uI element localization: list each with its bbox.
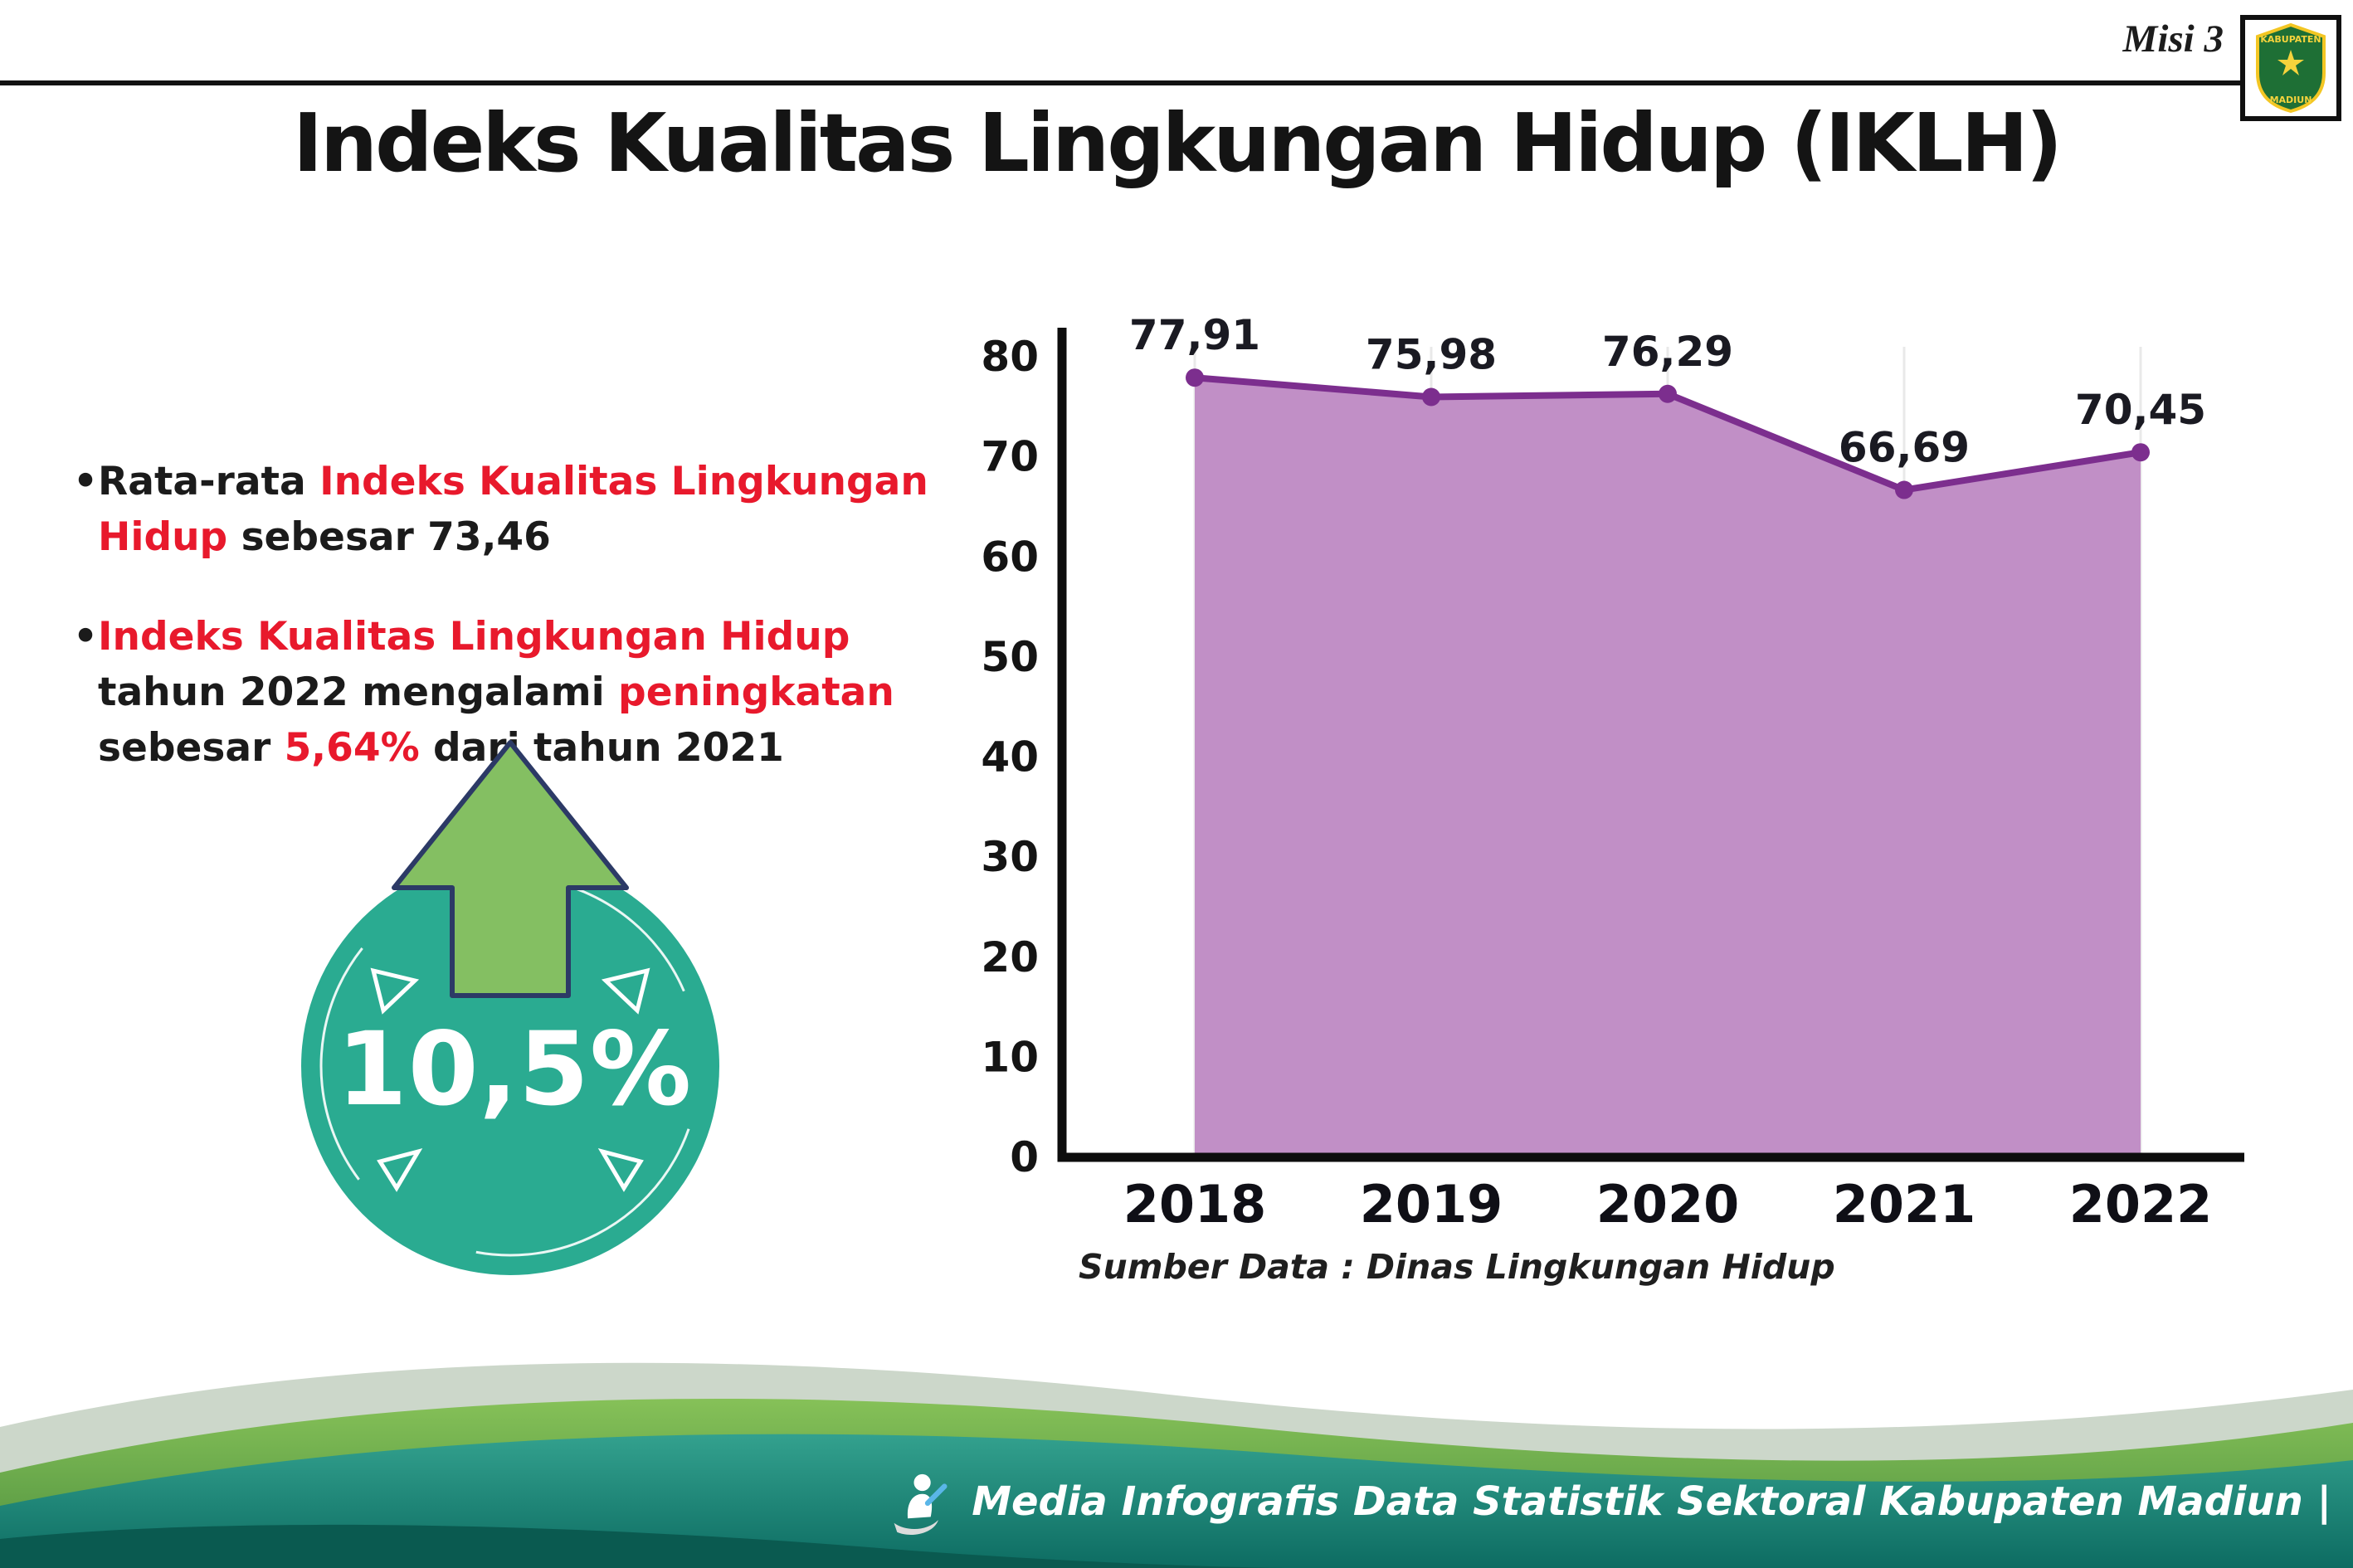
svg-text:75,98: 75,98 <box>1366 330 1497 378</box>
chart-area <box>1195 377 2141 1157</box>
bullet-text-segment: tahun 2022 mengalami <box>98 670 619 716</box>
svg-text:2022: 2022 <box>2069 1174 2213 1234</box>
y-axis-labels: 0 10 20 30 40 50 60 70 80 <box>981 333 1039 1181</box>
up-arrow-icon <box>392 740 629 998</box>
footer-wave: Media Infografis Data Statistik Sektoral… <box>0 1327 2353 1568</box>
svg-text:77,91: 77,91 <box>1129 311 1260 359</box>
value-labels: 77,91 75,98 76,29 66,69 70,45 <box>1129 311 2206 471</box>
bullet-text-segment: sebesar <box>98 724 285 771</box>
svg-text:70,45: 70,45 <box>2075 386 2206 434</box>
svg-text:20: 20 <box>981 933 1039 981</box>
svg-text:66,69: 66,69 <box>1839 424 1970 472</box>
footer-credit-row: Media Infografis Data Statistik Sektoral… <box>880 1463 2331 1540</box>
svg-text:40: 40 <box>981 733 1039 782</box>
increase-badge <box>249 730 780 1327</box>
svg-text:2019: 2019 <box>1360 1174 1503 1234</box>
bullet-text-segment: • <box>73 459 99 504</box>
writer-icon <box>880 1463 957 1540</box>
triangle-decoration <box>377 1148 423 1192</box>
bullet-text-segment: peningkatan <box>618 670 894 716</box>
logo-bottom-text: MADIUN <box>2270 95 2312 105</box>
svg-text:2021: 2021 <box>1833 1174 1976 1234</box>
key-points: •Rata-rata Indeks Kualitas Lingkungan Hi… <box>73 455 936 821</box>
svg-text:10: 10 <box>981 1033 1039 1081</box>
svg-text:80: 80 <box>981 333 1039 381</box>
wave-dark-accent <box>0 1524 1294 1568</box>
svg-text:0: 0 <box>1010 1133 1039 1181</box>
crest-icon: KABUPATEN MADIUN <box>2256 22 2326 114</box>
bullet-text-segment: sebesar 73,46 <box>227 514 551 560</box>
svg-text:2020: 2020 <box>1596 1174 1740 1234</box>
svg-text:76,29: 76,29 <box>1602 328 1733 376</box>
chart-canvas: 77,91 75,98 76,29 66,69 70,45 0 10 20 30 40 50 60 70… <box>981 311 2244 1234</box>
iklh-area-chart: 77,91 75,98 76,29 66,69 70,45 0 10 20 30 40 50 60 70… <box>938 290 2282 1336</box>
svg-text:50: 50 <box>981 633 1039 681</box>
triangle-decoration <box>597 1148 644 1192</box>
x-axis-labels: 2018 2019 2020 2021 2022 <box>1123 1174 2213 1234</box>
bullet-text-segment: Indeks Kualitas Lingkungan Hidup <box>98 459 928 560</box>
triangle-decoration <box>370 967 420 1015</box>
chart-axes <box>1057 328 2244 1162</box>
bullet-text-segment: 5,64% <box>284 724 420 771</box>
svg-text:60: 60 <box>981 533 1039 581</box>
page-title: Indeks Kualitas Lingkungan Hidup (IKLH) <box>292 96 2063 190</box>
footer-wave-graphic <box>0 1362 2353 1568</box>
footer-credit: Media Infografis Data Statistik Sektoral… <box>972 1478 2331 1525</box>
bullet-text-segment: Indeks Kualitas Lingkungan Hidup <box>98 614 850 660</box>
bullet-text-segment: • <box>73 614 99 660</box>
bullet-item: •Indeks Kualitas Lingkungan Hidup tahun … <box>73 610 936 776</box>
chart-points <box>1186 368 2150 499</box>
svg-text:70: 70 <box>981 433 1039 481</box>
increase-badge-graphic <box>301 740 719 1275</box>
svg-text:2018: 2018 <box>1123 1174 1267 1234</box>
kabupaten-madiun-logo: KABUPATEN MADIUN <box>2240 15 2341 121</box>
triangle-decoration <box>601 967 650 1015</box>
misi-label: Misi 3 <box>2122 17 2224 61</box>
logo-top-text: KABUPATEN <box>2260 34 2321 45</box>
percentage-value: 10,5% <box>336 1010 693 1128</box>
data-source: Sumber Data : Dinas Lingkungan Hidup <box>1079 1247 1835 1287</box>
svg-text:30: 30 <box>981 833 1039 881</box>
bullet-item: •Rata-rata Indeks Kualitas Lingkungan Hi… <box>73 455 936 565</box>
bullet-text-segment: Rata-rata <box>98 459 320 504</box>
badge-ring <box>319 875 701 1257</box>
header-rule <box>0 80 2242 85</box>
